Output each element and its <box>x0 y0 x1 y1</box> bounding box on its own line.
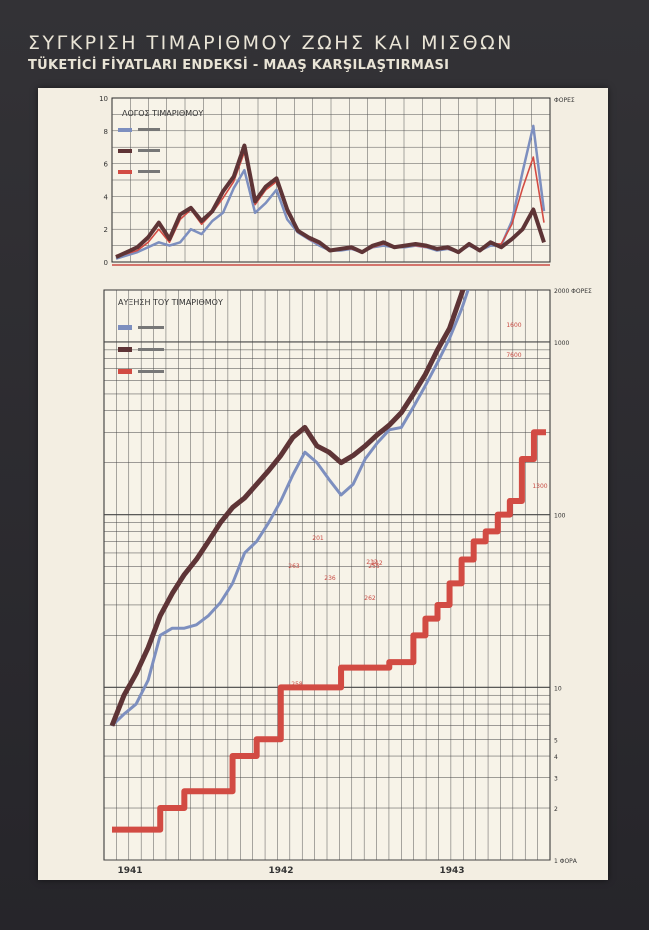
chart-1-ratio <box>111 97 551 266</box>
poster-title-greek: ΣΥΓΚΡΙΣΗ ΤΙΜΑΡΙΘΜΟΥ ΖΩΗΣ ΚΑΙ ΜΙΣΘΩΝ <box>28 32 514 54</box>
chart-2-legend-swatch <box>118 369 132 374</box>
chart-2-right-tick-label: 10 <box>554 685 562 692</box>
chart-2-xtick-label: 1942 <box>268 866 293 876</box>
chart-1-legend-text-mark <box>138 128 160 131</box>
chart-2-right-tick-label: 100 <box>554 513 566 520</box>
chart-2-series-red <box>112 429 546 833</box>
chart-2-annotation: 262 <box>364 595 376 602</box>
chart-2-right-tick-label: 4 <box>554 754 558 761</box>
chart-2-series-blue <box>110 290 470 727</box>
chart-2-annotation: 263 <box>288 563 300 570</box>
chart-2-annotation: 7600 <box>506 352 521 359</box>
chart-2-legend-text-mark <box>138 326 164 329</box>
chart-2-legend-text-mark <box>138 348 164 351</box>
chart-2-annotation: 212 <box>371 560 383 567</box>
chart-1-series-brown <box>115 143 546 259</box>
chart-1-right-label: ΦΟΡΕΣ <box>554 97 575 104</box>
chart-2-annotation: 236 <box>324 575 336 582</box>
chart-2-series-brown <box>109 290 466 727</box>
chart-2-right-tick-label: 2000 ΦΟΡΕΣ <box>554 288 592 295</box>
chart-1-ytick-label: 2 <box>104 226 108 234</box>
chart-2-legend-swatch <box>118 347 132 352</box>
chart-1-ytick-label: 6 <box>104 161 109 169</box>
chart-1-legend-swatch <box>118 170 132 174</box>
chart-2-xtick-label: 1943 <box>439 866 464 876</box>
chart-1-ytick-label: 10 <box>99 95 108 103</box>
chart-2-annotation: 255 <box>368 563 380 570</box>
chart-1-ytick-label: 8 <box>104 128 108 136</box>
chart-2-legend-swatch <box>118 325 132 330</box>
chart-1-legend-text-mark <box>138 149 160 152</box>
chart-2-right-tick-label: 3 <box>554 776 558 783</box>
chart-1-legend-swatch <box>118 149 132 153</box>
chart-2-annotation: 1600 <box>506 322 521 329</box>
poster-title-turkish: TÜKETİCİ FİYATLARI ENDEKSİ - MAAŞ KARŞIL… <box>28 58 450 73</box>
chart-2-right-tick-label: 1 ΦΟΡΑ <box>554 858 578 865</box>
chart-2-xtick-label: 1941 <box>117 866 142 876</box>
chart-1-legend-text-mark <box>138 170 160 173</box>
chart-2-right-tick-label: 2 <box>554 806 558 813</box>
chart-1-ytick-label: 0 <box>104 259 108 267</box>
chart-1-legend-swatch <box>118 128 132 132</box>
chart-2-annotation: 1300 <box>532 483 547 490</box>
chart-1-title: ΛΟΓΟΣ ΤΙΜΑΡΙΘΜΟΥ <box>122 109 203 118</box>
chart-2-increase <box>103 289 551 861</box>
chart-1-ytick-label: 4 <box>104 193 109 201</box>
chart-2-annotation: 201 <box>312 535 324 542</box>
chart-2-annotation: 212 <box>366 559 378 566</box>
chart-2-legend-text-mark <box>138 370 164 373</box>
chart-2-right-tick-label: 5 <box>554 737 558 744</box>
chart-2-right-tick-label: 1000 <box>554 340 569 347</box>
chart-2-annotation: 258 <box>291 681 303 688</box>
chart-2-title: ΑΥΞΗΣΗ ΤΟΥ ΤΙΜΑΡΙΘΜΟΥ <box>118 298 223 307</box>
